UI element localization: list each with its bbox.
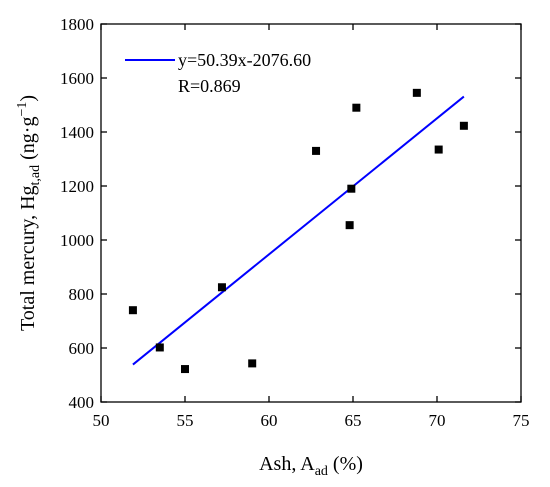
- data-point: [217, 283, 226, 292]
- data-point: [128, 306, 137, 315]
- data-points: [128, 88, 468, 374]
- y-tick-label: 1600: [60, 69, 94, 88]
- data-point: [352, 103, 361, 112]
- y-tick-label: 600: [69, 339, 95, 358]
- x-tick-label: 55: [177, 411, 194, 430]
- y-axis-title: Total mercury, Hgt,ad (ng·g−1): [15, 95, 43, 331]
- x-tick-label: 60: [261, 411, 278, 430]
- data-point: [412, 88, 421, 97]
- data-point: [459, 121, 468, 130]
- legend-r-value: R=0.869: [178, 76, 241, 96]
- y-tick-label: 400: [69, 393, 95, 412]
- data-point: [345, 221, 354, 230]
- y-tick-label: 1400: [60, 123, 94, 142]
- x-axis-title: Ash, Aad (%): [259, 453, 363, 479]
- data-point: [181, 365, 189, 374]
- y-tick-label: 800: [69, 285, 95, 304]
- x-tick-label: 50: [93, 411, 110, 430]
- fit-layer: [132, 95, 465, 366]
- legend: y=50.39x-2076.60 R=0.869: [125, 50, 311, 96]
- axes: 50 55 60 65 70 75 400 600 800 1000 1200 1400 1600 180…: [60, 15, 530, 430]
- fit-line: [132, 95, 465, 366]
- data-point: [347, 184, 356, 193]
- data-point: [248, 359, 257, 368]
- y-tick-label: 1800: [60, 15, 94, 34]
- y-tick-label: 1000: [60, 231, 94, 250]
- plot-frame: [100, 23, 522, 403]
- data-point: [155, 343, 164, 352]
- data-point: [312, 146, 321, 155]
- x-tick-label: 65: [345, 411, 362, 430]
- x-tick-label: 70: [429, 411, 446, 430]
- y-tick-label: 1200: [60, 177, 94, 196]
- legend-equation: y=50.39x-2076.60: [178, 50, 311, 70]
- x-tick-label: 75: [513, 411, 530, 430]
- data-point: [434, 145, 443, 154]
